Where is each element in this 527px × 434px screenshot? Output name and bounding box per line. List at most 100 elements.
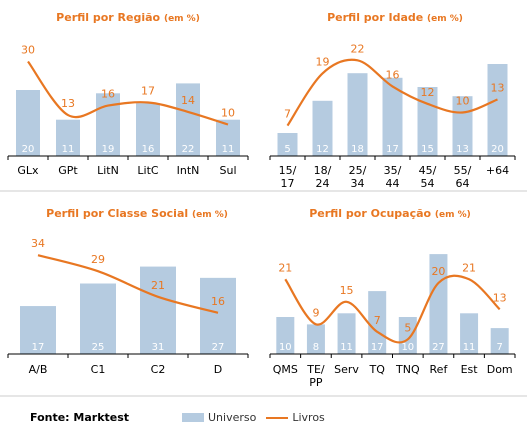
bar	[16, 90, 40, 156]
bar	[312, 100, 333, 156]
chart-title-unit: (em %)	[192, 210, 228, 220]
bar-value-label: 20	[22, 144, 35, 155]
x-tick-label-line: IntN	[177, 164, 200, 177]
chart-title-unit: (em %)	[435, 210, 471, 220]
chart-panel-0: Perfil por Região (em %) 20 11 19 16 22 11 GLx G…	[7, 11, 249, 177]
x-tick-label: Sul	[219, 164, 236, 177]
x-tick-label-line: 15/	[279, 164, 297, 177]
x-tick-label: 55/64	[454, 164, 472, 190]
chart-title-unit: (em %)	[164, 14, 200, 24]
chart-title-text: Perfil por Classe Social	[46, 207, 192, 220]
x-tick-label: 18/24	[314, 164, 332, 190]
bar-value-label: 17	[32, 342, 45, 353]
x-tick-label-line: Dom	[487, 363, 513, 376]
x-tick-label-line: 17	[281, 177, 295, 190]
legend-item-universo: Universo	[182, 411, 256, 424]
x-tick-label: 15/17	[279, 164, 297, 190]
bar-value-label: 10	[401, 342, 414, 353]
bar	[277, 133, 298, 156]
x-tick-label-line: TE/	[306, 363, 325, 376]
line-series-livros	[37, 254, 219, 314]
line-value-label: 13	[493, 291, 507, 304]
line-value-label: 7	[374, 314, 381, 327]
line-series-livros	[27, 60, 229, 126]
line-value-label: 20	[431, 265, 445, 278]
x-tick-label: Serv	[334, 363, 359, 376]
chart-panel-3: Perfil por Ocupação (em %) 10 8 11 17 10 27 11 7…	[269, 207, 516, 389]
line-value-label: 29	[91, 253, 105, 266]
legend-label-universo: Universo	[208, 411, 257, 424]
line-value-label: 7	[284, 108, 291, 121]
bar	[216, 119, 240, 156]
line-value-label: 16	[101, 88, 115, 101]
chart-title-text: Perfil por Ocupação	[309, 207, 435, 220]
x-tick-label: 25/34	[349, 164, 367, 190]
bar	[140, 266, 176, 354]
x-tick-label-line: 54	[421, 177, 435, 190]
x-tick-label: D	[214, 363, 222, 376]
x-tick-label-line: QMS	[273, 363, 298, 376]
bar-value-label: 15	[421, 144, 434, 155]
source-note: Fonte: Marktest	[30, 411, 130, 424]
bar	[487, 64, 508, 156]
bar-value-label: 18	[351, 144, 364, 155]
line-value-label: 22	[351, 42, 365, 55]
x-tick-label-line: LitN	[97, 164, 119, 177]
x-tick-label-line: GLx	[17, 164, 39, 177]
bar-value-label: 25	[92, 342, 105, 353]
line-series-livros	[284, 274, 501, 344]
bar	[460, 313, 479, 354]
chart-title: Perfil por Região (em %)	[56, 11, 200, 24]
legend-bar-swatch	[182, 413, 204, 422]
chart-title-unit: (em %)	[427, 14, 463, 24]
bar-value-label: 5	[284, 144, 290, 155]
x-tick-label-line: 25/	[349, 164, 367, 177]
bar-value-label: 11	[463, 342, 476, 353]
legend-line-swatch	[266, 416, 289, 419]
chart-panel-2: Perfil por Classe Social (em %) 17 25 31 27 A…	[7, 207, 249, 376]
x-tick-label-line: 18/	[314, 164, 332, 177]
line-value-label: 14	[181, 94, 195, 107]
x-tick-label: Dom	[487, 363, 513, 376]
x-tick-label-line: Est	[461, 363, 479, 376]
x-tick-label-line: Sul	[219, 164, 236, 177]
x-tick-label: LitC	[137, 164, 158, 177]
line-value-label: 13	[491, 81, 505, 94]
x-tick-label-line: GPt	[58, 164, 78, 177]
line-value-label: 19	[316, 55, 330, 68]
bar-value-label: 8	[313, 342, 319, 353]
legend: Universo Livros	[182, 411, 335, 424]
x-tick-label-line: 24	[316, 177, 330, 190]
line-value-label: 21	[278, 261, 292, 274]
x-tick-label-line: 35/	[384, 164, 402, 177]
bar	[382, 77, 403, 156]
line-value-label: 16	[211, 295, 225, 308]
line-value-label: 12	[421, 86, 435, 99]
x-tick-label-line: D	[214, 363, 222, 376]
bar-value-label: 17	[386, 144, 399, 155]
bar	[398, 317, 417, 354]
bar-value-label: 17	[371, 342, 384, 353]
x-tick-label-line: C1	[91, 363, 106, 376]
bar	[80, 283, 116, 354]
bar	[276, 317, 295, 354]
chart-title: Perfil por Classe Social (em %)	[46, 207, 228, 220]
bar-value-label: 27	[432, 342, 445, 353]
bar-value-label: 22	[182, 144, 195, 155]
bar-value-label: 12	[316, 144, 329, 155]
x-tick-label: 45/54	[419, 164, 437, 190]
x-tick-label-line: +64	[486, 164, 509, 177]
bar-value-label: 11	[340, 342, 353, 353]
line-value-label: 13	[61, 97, 75, 110]
line-value-label: 5	[404, 321, 411, 334]
bar	[337, 313, 356, 354]
x-tick-label-line: A/B	[29, 363, 48, 376]
chart-title: Perfil por Idade (em %)	[327, 11, 463, 24]
legend-label-livros: Livros	[292, 411, 325, 424]
x-tick-label-line: Serv	[334, 363, 359, 376]
x-tick-label: TNQ	[395, 363, 420, 376]
bar	[200, 277, 236, 354]
x-tick-label-line: 34	[351, 177, 365, 190]
bar	[417, 87, 438, 156]
